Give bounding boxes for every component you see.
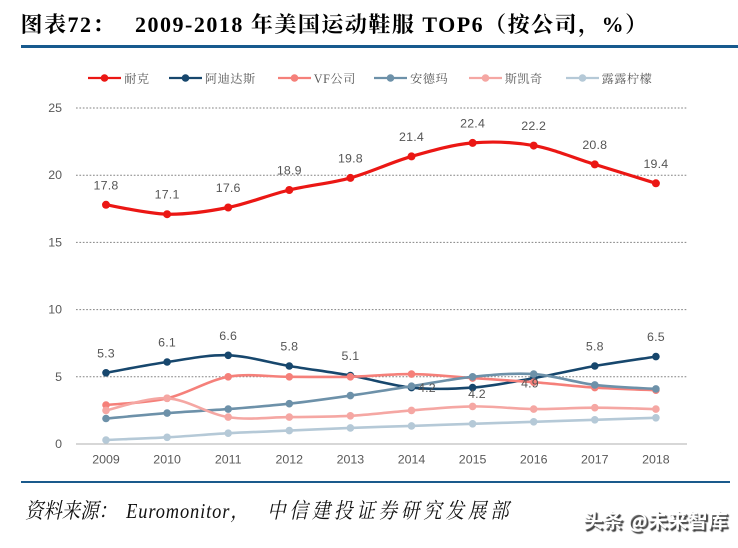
svg-text:25: 25: [48, 101, 62, 115]
svg-text:4.2: 4.2: [468, 387, 486, 401]
svg-text:22.2: 22.2: [521, 119, 546, 133]
svg-text:2015: 2015: [459, 453, 487, 467]
svg-text:17.1: 17.1: [155, 188, 180, 202]
svg-text:21.4: 21.4: [399, 130, 424, 144]
svg-text:6.6: 6.6: [219, 329, 237, 343]
svg-text:10: 10: [48, 303, 62, 317]
svg-text:6.5: 6.5: [647, 330, 665, 344]
svg-text:2017: 2017: [581, 453, 609, 467]
svg-text:2012: 2012: [276, 453, 304, 467]
svg-text:18.9: 18.9: [277, 164, 302, 178]
svg-text:5.3: 5.3: [97, 346, 115, 360]
svg-text:2013: 2013: [337, 453, 365, 467]
svg-text:2011: 2011: [215, 453, 242, 467]
svg-text:5.1: 5.1: [341, 349, 359, 363]
svg-text:15: 15: [48, 235, 62, 249]
svg-text:4.2: 4.2: [418, 381, 436, 395]
svg-text:5.8: 5.8: [586, 340, 604, 354]
svg-text:2010: 2010: [153, 453, 181, 467]
svg-text:2016: 2016: [520, 453, 548, 467]
svg-text:4.9: 4.9: [521, 377, 539, 391]
svg-text:22.4: 22.4: [460, 116, 485, 130]
svg-text:17.6: 17.6: [216, 181, 241, 195]
svg-text:20: 20: [48, 168, 62, 182]
svg-text:5.8: 5.8: [280, 340, 298, 354]
svg-text:5: 5: [55, 370, 62, 384]
svg-text:17.8: 17.8: [94, 178, 119, 192]
svg-text:19.4: 19.4: [643, 157, 668, 171]
svg-text:0: 0: [55, 437, 62, 451]
svg-text:20.8: 20.8: [582, 138, 607, 152]
svg-text:2014: 2014: [398, 453, 426, 467]
svg-text:19.8: 19.8: [338, 151, 363, 165]
svg-text:2009: 2009: [92, 453, 120, 467]
svg-text:6.1: 6.1: [158, 336, 176, 350]
svg-text:2018: 2018: [642, 453, 670, 467]
